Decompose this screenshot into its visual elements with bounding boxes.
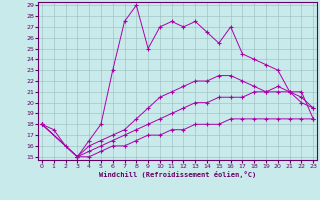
X-axis label: Windchill (Refroidissement éolien,°C): Windchill (Refroidissement éolien,°C): [99, 171, 256, 178]
